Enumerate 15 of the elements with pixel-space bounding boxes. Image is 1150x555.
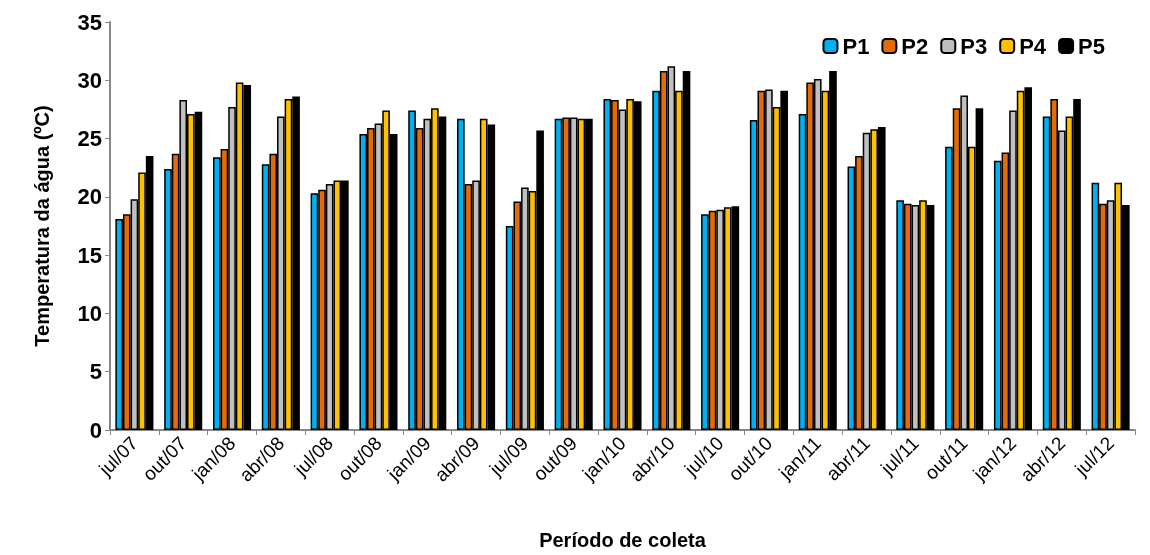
- y-tick-label: 0: [89, 417, 102, 443]
- y-axis-title: Temperatura da água (ºC): [31, 105, 53, 347]
- y-tick-label: 20: [77, 184, 102, 210]
- x-axis-title: Período de coleta: [539, 529, 707, 551]
- y-tick-label: 35: [77, 9, 102, 35]
- legend-label: P4: [1019, 33, 1047, 59]
- y-tick-label: 30: [77, 67, 102, 93]
- legend-label: P2: [901, 33, 929, 59]
- y-tick-label: 25: [77, 126, 102, 152]
- legend-label: P1: [842, 33, 870, 59]
- y-tick-label: 5: [89, 359, 102, 385]
- y-tick-label: 10: [77, 300, 102, 326]
- legend-label: P3: [960, 33, 988, 59]
- legend-label: P5: [1078, 33, 1106, 59]
- y-tick-label: 15: [77, 242, 102, 268]
